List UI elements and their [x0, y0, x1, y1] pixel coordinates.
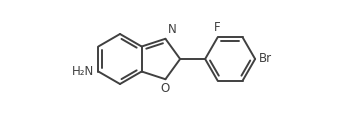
- Text: O: O: [161, 82, 170, 95]
- Text: Br: Br: [259, 53, 272, 65]
- Text: H₂N: H₂N: [72, 65, 94, 78]
- Text: F: F: [214, 21, 221, 34]
- Text: N: N: [167, 23, 176, 36]
